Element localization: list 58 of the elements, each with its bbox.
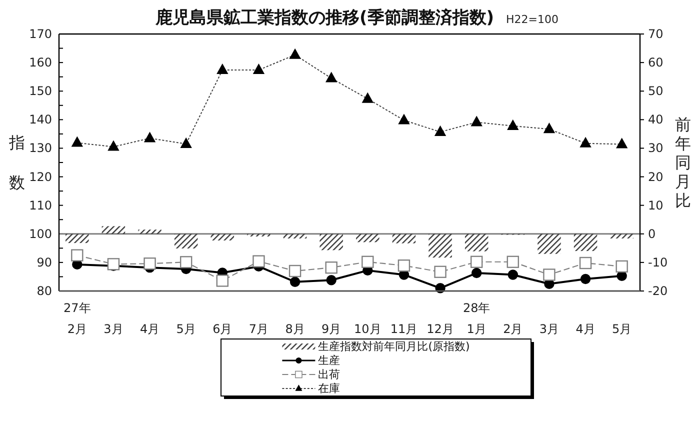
x-tick-label: 3月 bbox=[104, 322, 124, 336]
y2-tick-label: 50 bbox=[648, 84, 664, 98]
x-tick-label: 9月 bbox=[322, 322, 342, 336]
point bbox=[144, 257, 156, 270]
x-tick-label: 8月 bbox=[285, 322, 305, 336]
point bbox=[579, 256, 592, 270]
y2-tick-label: -10 bbox=[648, 255, 668, 270]
y-tick-label: 110 bbox=[29, 198, 52, 212]
point bbox=[290, 276, 300, 287]
y-tick-label: 120 bbox=[29, 170, 52, 184]
y2-tick-label: 40 bbox=[648, 112, 664, 127]
legend-label: 出荷 bbox=[318, 368, 340, 381]
y2-tick-label: 10 bbox=[648, 198, 664, 212]
point bbox=[508, 270, 518, 280]
x-tick-label: 2月 bbox=[503, 322, 523, 336]
point bbox=[288, 264, 302, 278]
y2-tick-label: 30 bbox=[648, 141, 664, 156]
x-tick-label: 27年 2月 bbox=[64, 301, 91, 336]
x-tick-label: 3月 bbox=[539, 322, 560, 336]
x-tick-label: 28年 1月 bbox=[462, 301, 490, 336]
y2-tick-label: 60 bbox=[648, 56, 664, 70]
y2-tick-label: 20 bbox=[648, 170, 664, 184]
legend-label: 生産指数対前年同月比(原指数) bbox=[318, 340, 470, 353]
point bbox=[252, 255, 265, 268]
point bbox=[216, 274, 229, 287]
axis-label: 指数 bbox=[9, 133, 25, 192]
y2-tick-label: -20 bbox=[648, 284, 668, 298]
y2-tick-label: 70 bbox=[648, 27, 664, 41]
x-tick-label: 4月 bbox=[140, 322, 160, 336]
point bbox=[398, 259, 410, 272]
y-tick-label: 170 bbox=[29, 27, 52, 41]
y-tick-label: 100 bbox=[29, 226, 52, 241]
x-tick-label: 10月 bbox=[354, 322, 382, 336]
x-tick-label: 5月 bbox=[176, 322, 196, 336]
legend-label: 生産 bbox=[318, 354, 340, 367]
y-tick-label: 150 bbox=[29, 84, 52, 98]
x-tick-label: 4月 bbox=[576, 322, 596, 336]
y-tick-label: 160 bbox=[29, 56, 52, 70]
point bbox=[180, 256, 192, 268]
point bbox=[107, 258, 120, 270]
y2-tick-label: 0 bbox=[648, 226, 656, 241]
y-tick-label: 140 bbox=[29, 112, 52, 127]
y-tick-label: 90 bbox=[36, 255, 52, 270]
legend-label: 在庫 bbox=[318, 382, 340, 395]
point bbox=[326, 275, 336, 286]
title: 鹿児島県鉱工業指数の推移(季節調整済指数) H22=100 bbox=[155, 8, 559, 28]
x-tick-label: 5月 bbox=[612, 322, 632, 336]
point bbox=[471, 268, 482, 278]
x-tick-label: 11月 bbox=[390, 322, 418, 336]
x-tick-label: 12月 bbox=[426, 322, 454, 336]
y-tick-label: 130 bbox=[29, 141, 52, 156]
point bbox=[362, 256, 374, 268]
point bbox=[580, 274, 591, 284]
y-tick-label: 80 bbox=[36, 284, 52, 298]
x-tick-label: 7月 bbox=[248, 322, 269, 336]
x-tick-label: 6月 bbox=[212, 322, 232, 336]
point bbox=[616, 260, 628, 273]
axis-label: 前年同月比 bbox=[675, 115, 691, 210]
